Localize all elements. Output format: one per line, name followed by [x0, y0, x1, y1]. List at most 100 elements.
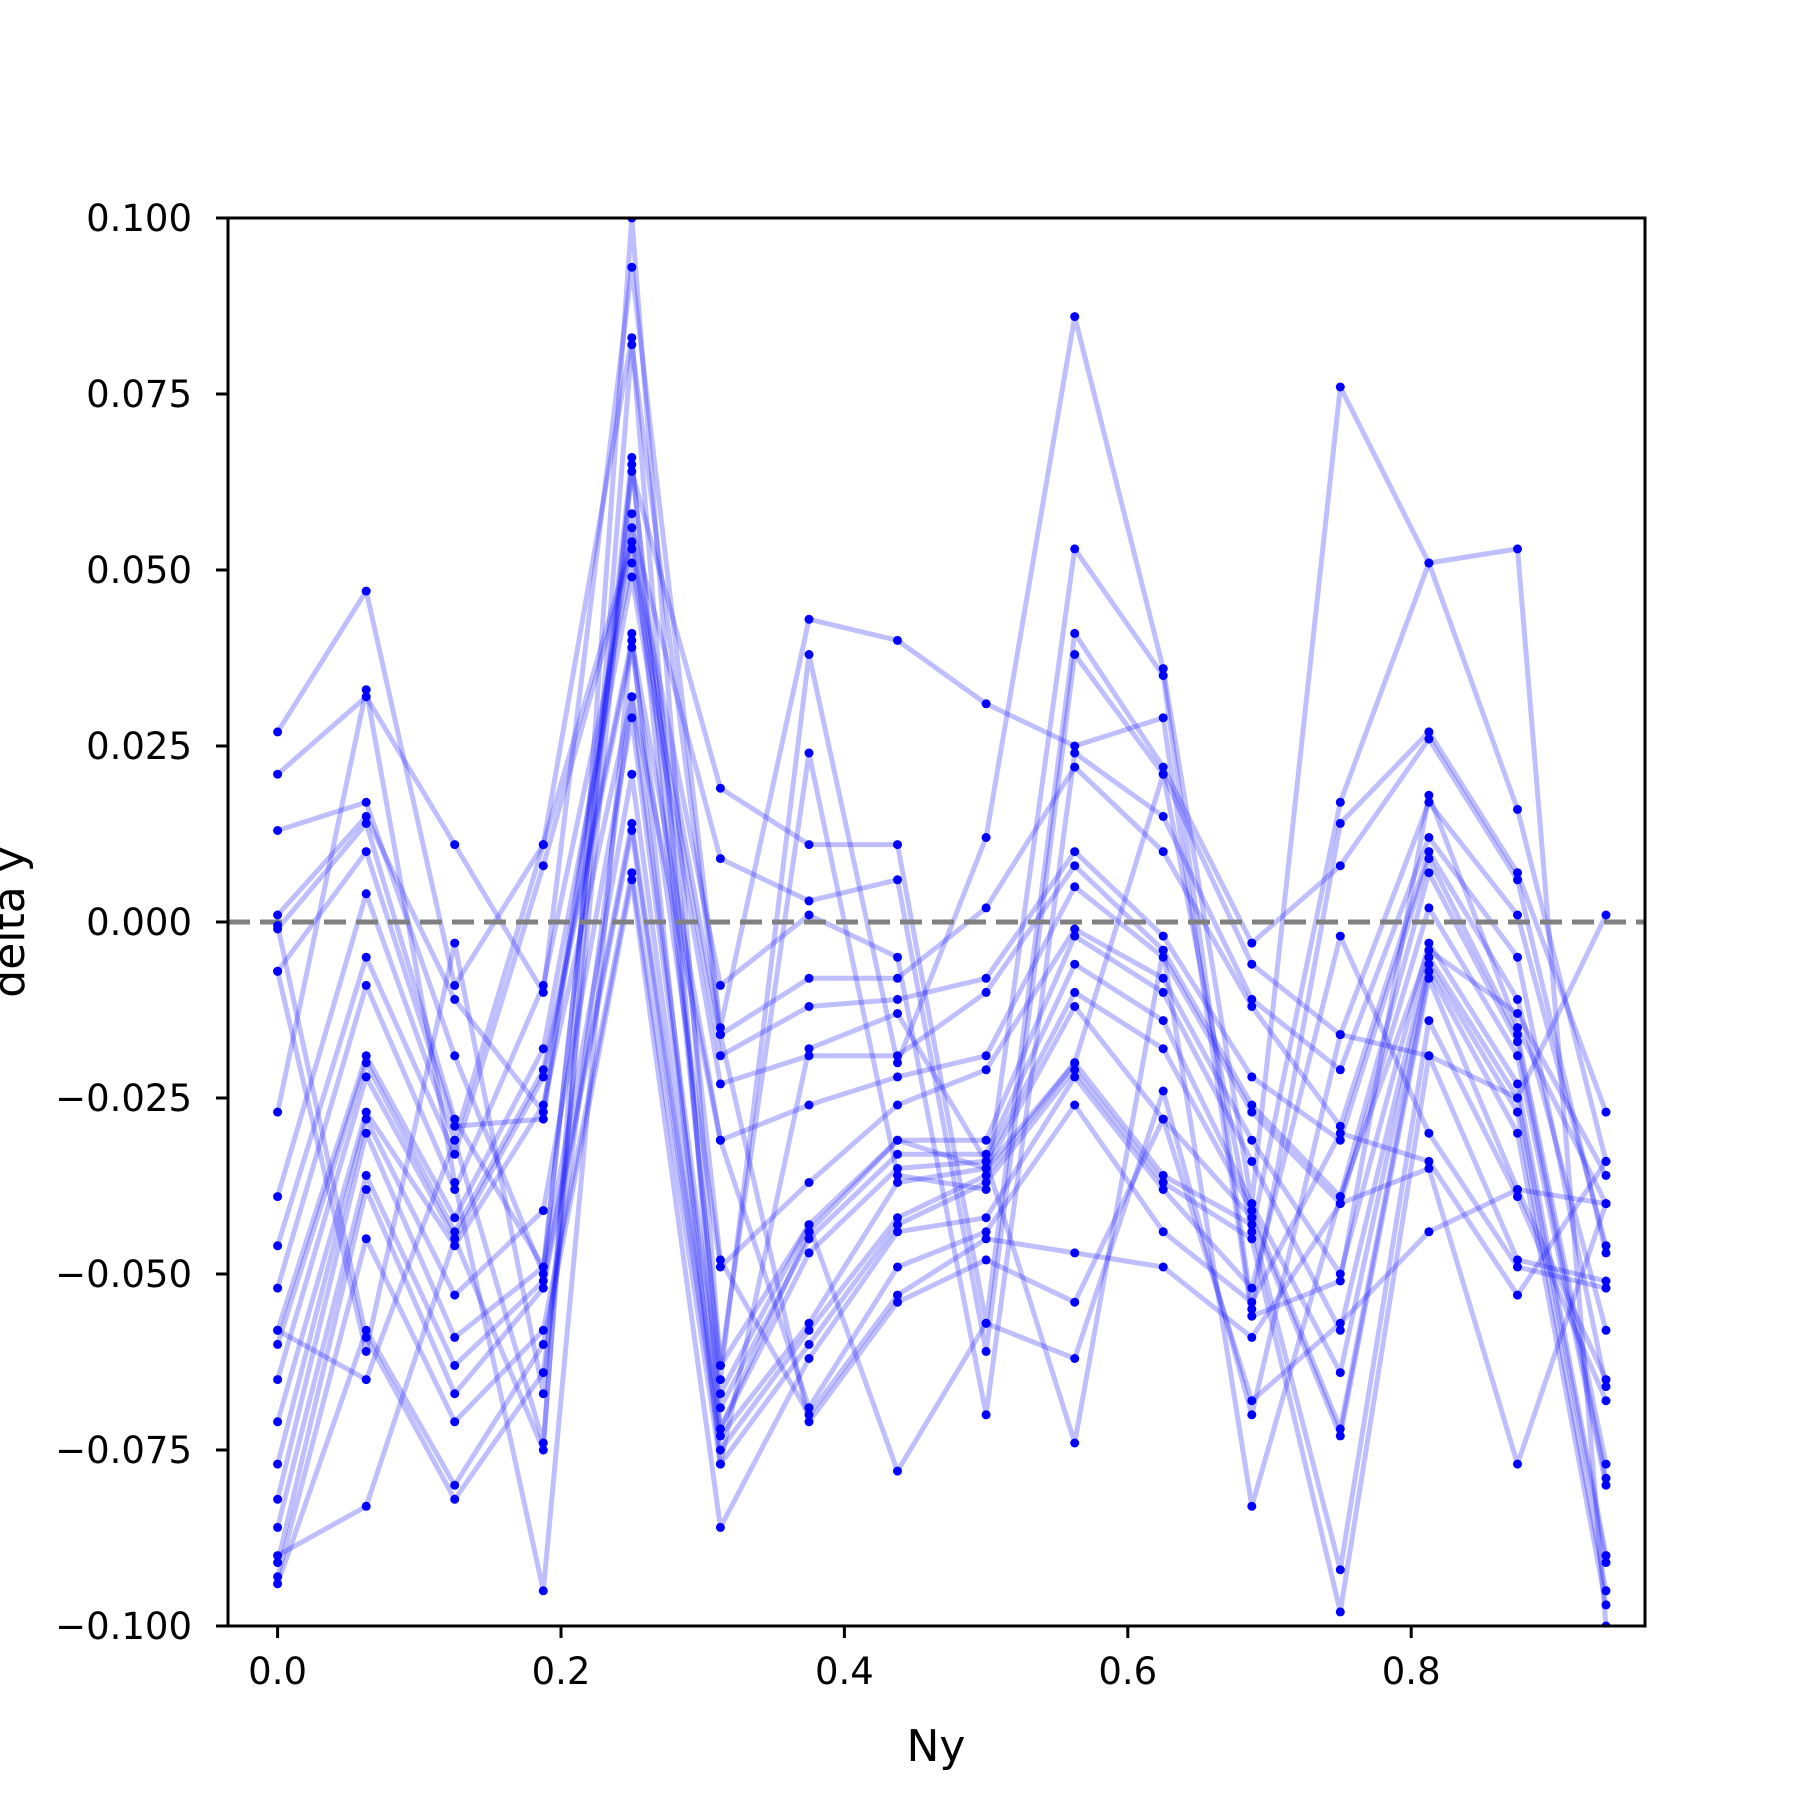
data-point-s20-2 [361, 1332, 371, 1342]
data-point-s23-16 [1601, 910, 1611, 920]
data-point-s23-10 [1070, 1354, 1080, 1363]
data-point-s20-16 [1601, 1156, 1611, 1166]
data-point-s2-3 [450, 840, 460, 850]
data-point-s4-14 [1424, 727, 1434, 737]
data-point-s13-3 [450, 1241, 460, 1251]
data-point-s9-16 [1601, 1459, 1611, 1469]
data-point-s2-5 [627, 262, 637, 272]
data-point-s17-8 [893, 1213, 902, 1223]
series-line-20 [275, 694, 1609, 1502]
x-axis-title: Ny [907, 1721, 966, 1772]
data-point-s22-6 [715, 1030, 725, 1040]
data-point-s12-4 [538, 1072, 548, 1082]
data-point-s21-8 [893, 1290, 902, 1300]
data-point-s8-12 [1247, 1002, 1257, 1011]
data-point-s8-14 [1424, 847, 1434, 857]
data-point-s19-4 [538, 1339, 548, 1349]
data-point-s4-1 [273, 910, 283, 920]
y-tick-label: 0.075 [86, 373, 192, 416]
y-tick-label: 0.000 [86, 901, 192, 944]
data-point-s20-5 [627, 692, 637, 702]
data-point-s4-4 [538, 1107, 548, 1117]
data-point-s17-13 [1335, 1565, 1345, 1575]
data-point-s14-8 [893, 1149, 902, 1159]
data-point-s11-1 [273, 1339, 283, 1349]
data-point-s15-7 [804, 1248, 814, 1258]
data-point-s18-11 [1158, 1178, 1168, 1187]
data-point-s12-14 [1424, 938, 1434, 948]
data-point-s24-1 [273, 1107, 283, 1117]
data-point-s11-9 [981, 1051, 991, 1061]
data-point-s13-14 [1424, 952, 1434, 962]
data-point-s19-12 [1247, 1283, 1257, 1293]
data-point-s14-2 [361, 1114, 371, 1124]
data-point-s5-11 [1158, 762, 1168, 772]
data-point-s19-6 [715, 1522, 725, 1532]
series-line-22 [276, 342, 1607, 1446]
data-point-s24-5 [627, 628, 637, 638]
data-point-s1-5 [627, 333, 637, 343]
data-point-s13-16 [1601, 1558, 1611, 1568]
data-point-s3-15 [1513, 804, 1522, 814]
data-point-s8-3 [450, 1149, 460, 1159]
data-point-s8-8 [893, 973, 902, 983]
series-line-4 [275, 511, 1609, 1368]
data-point-s24-10 [1070, 1438, 1080, 1448]
data-point-s11-15 [1513, 1051, 1522, 1061]
data-point-s2-11 [1158, 713, 1168, 723]
data-point-s6-14 [1424, 797, 1434, 807]
data-point-s5-15 [1513, 875, 1522, 885]
data-point-s18-8 [893, 1220, 902, 1230]
series-line-19 [275, 877, 1607, 1585]
data-point-s2-4 [538, 987, 548, 997]
data-point-s6-9 [981, 1346, 991, 1356]
data-point-s9-13 [1335, 1135, 1345, 1145]
data-point-s1-15 [1513, 544, 1522, 554]
series-line-13 [275, 694, 1609, 1564]
data-point-s17-10 [1070, 1058, 1080, 1068]
data-point-s17-4 [538, 1283, 548, 1293]
data-point-s11-16 [1601, 1480, 1611, 1490]
data-point-s3-9 [981, 833, 991, 842]
data-point-s4-13 [1335, 818, 1345, 828]
data-point-s15-2 [361, 1128, 371, 1138]
data-point-s17-9 [981, 1170, 991, 1180]
data-point-s15-1 [273, 1494, 283, 1504]
data-point-s6-4 [538, 1114, 548, 1124]
data-point-s21-14 [1424, 1163, 1434, 1173]
data-point-s20-11 [1158, 1227, 1168, 1237]
data-point-s13-8 [893, 1135, 902, 1145]
data-point-s12-2 [361, 1072, 371, 1082]
data-point-s7-1 [273, 1192, 283, 1202]
data-point-s8-11 [1158, 847, 1168, 857]
data-point-s21-7 [804, 1410, 814, 1420]
data-point-s7-10 [1070, 748, 1080, 758]
data-point-s23-9 [981, 1318, 991, 1328]
data-point-s16-10 [1070, 1002, 1080, 1011]
data-point-s23-12 [1247, 1410, 1257, 1420]
data-point-s15-13 [1335, 1424, 1345, 1434]
data-point-s9-9 [981, 973, 991, 983]
data-point-s17-14 [1424, 1016, 1434, 1026]
data-point-s11-8 [893, 1072, 902, 1082]
data-point-s15-5 [627, 769, 637, 779]
data-point-s9-10 [1070, 847, 1080, 857]
data-point-s24-9 [981, 1156, 991, 1166]
x-tick-label: 0.2 [532, 1650, 591, 1693]
data-point-s4-3 [450, 994, 460, 1004]
data-point-s14-10 [1070, 959, 1080, 969]
plot-area [228, 218, 1645, 1626]
data-point-s3-4 [538, 1269, 548, 1279]
data-point-s4-5 [627, 509, 637, 519]
data-point-s12-7 [804, 1178, 814, 1187]
data-point-s22-8 [893, 1297, 902, 1307]
data-point-s21-13 [1335, 1199, 1345, 1209]
data-point-s17-1 [273, 1558, 283, 1568]
data-point-s18-4 [538, 1325, 548, 1335]
data-point-s21-9 [981, 1234, 991, 1244]
y-tick-label: −0.075 [55, 1429, 192, 1472]
data-point-s20-12 [1247, 1297, 1257, 1307]
data-point-s13-11 [1158, 987, 1168, 997]
data-point-s8-9 [981, 903, 991, 913]
data-point-s14-4 [538, 1206, 548, 1216]
